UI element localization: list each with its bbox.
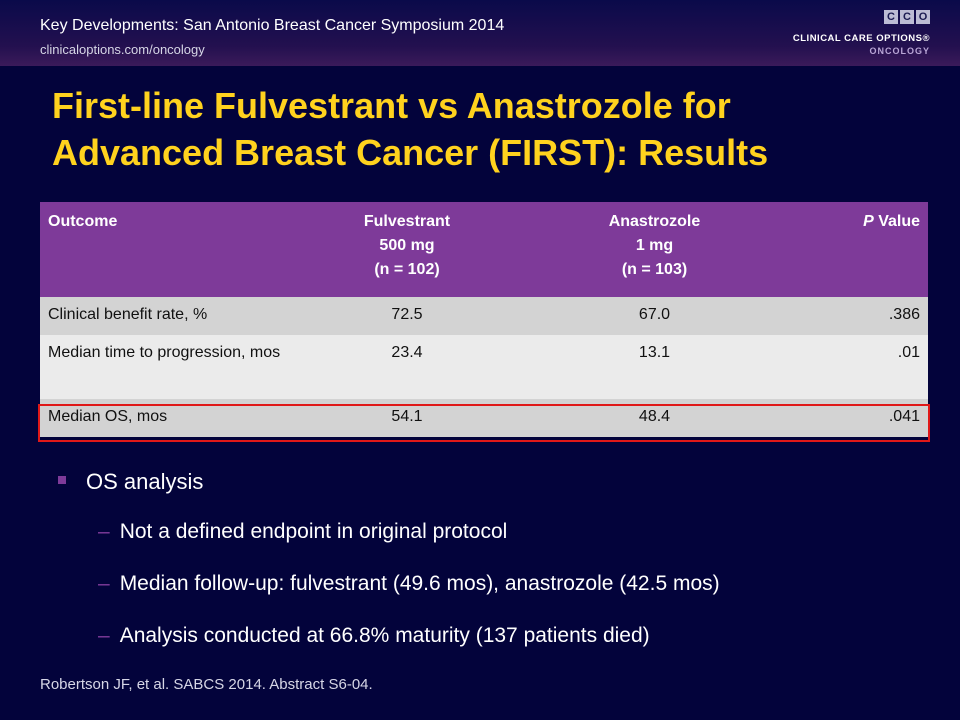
header-fulvestrant-line: 500 mg bbox=[379, 237, 435, 254]
slide-title-line1: First-line Fulvestrant vs Anastrozole fo… bbox=[52, 85, 731, 126]
header-title: Key Developments: San Antonio Breast Can… bbox=[40, 17, 505, 34]
header-fulvestrant-line: Fulvestrant bbox=[363, 213, 451, 230]
cell-anastrozole: 48.4 bbox=[512, 399, 797, 437]
sub-bullet-text: Analysis conducted at 66.8% maturity (13… bbox=[119, 624, 650, 647]
header-band bbox=[0, 0, 960, 66]
header-anastrozole: Anastrozole 1 mg (n = 103) bbox=[512, 202, 797, 297]
cco-logo-letter: O bbox=[916, 10, 930, 24]
header-outcome: Outcome bbox=[40, 202, 302, 297]
cco-logo-letter: C bbox=[900, 10, 914, 24]
table-row: Clinical benefit rate, % 72.5 67.0 .386 bbox=[40, 297, 928, 335]
dash-bullet-icon: – bbox=[98, 624, 110, 647]
table-header-row: Outcome Fulvestrant 500 mg (n = 102) Ana… bbox=[40, 202, 928, 297]
square-bullet-icon bbox=[58, 476, 66, 485]
cell-anastrozole: 13.1 bbox=[512, 335, 797, 399]
cco-logo-boxes: C C O bbox=[884, 10, 930, 24]
cell-p-value: .041 bbox=[797, 399, 928, 437]
dash-bullet-icon: – bbox=[98, 520, 110, 543]
cell-fulvestrant: 23.4 bbox=[302, 335, 512, 399]
sub-bullet-text: Not a defined endpoint in original proto… bbox=[119, 520, 508, 543]
cell-outcome: Median time to progression, mos bbox=[40, 335, 302, 399]
sub-bullet: – Analysis conducted at 66.8% maturity (1… bbox=[98, 624, 650, 648]
header-p-rest: Value bbox=[873, 213, 920, 230]
header-anastrozole-line: 1 mg bbox=[635, 237, 674, 254]
header-url: clinicaloptions.com/oncology bbox=[40, 42, 205, 57]
table-row: Median time to progression, mos 23.4 13.… bbox=[40, 335, 928, 399]
header-anastrozole-line: Anastrozole bbox=[608, 213, 701, 230]
bullet-os-analysis: OS analysis bbox=[58, 469, 203, 495]
cell-outcome: Median OS, mos bbox=[40, 399, 302, 437]
table-row-highlighted: Median OS, mos 54.1 48.4 .041 bbox=[40, 399, 928, 437]
header-fulvestrant-line: (n = 102) bbox=[374, 261, 440, 278]
header-p-value: P Value bbox=[797, 202, 928, 297]
sub-bullet: – Not a defined endpoint in original prot… bbox=[98, 520, 507, 544]
header-fulvestrant: Fulvestrant 500 mg (n = 102) bbox=[302, 202, 512, 297]
cell-anastrozole: 67.0 bbox=[512, 297, 797, 335]
header-p-letter: P bbox=[863, 213, 874, 230]
dash-bullet-icon: – bbox=[98, 572, 110, 595]
bullet-text: OS analysis bbox=[86, 469, 204, 494]
cco-logo-letter: C bbox=[884, 10, 898, 24]
logo-line1: CLINICAL CARE OPTIONS® bbox=[792, 33, 930, 44]
header-anastrozole-line: (n = 103) bbox=[621, 261, 688, 278]
logo-line2: ONCOLOGY bbox=[869, 46, 930, 56]
cell-outcome: Clinical benefit rate, % bbox=[40, 297, 302, 335]
cell-fulvestrant: 72.5 bbox=[302, 297, 512, 335]
slide-title: First-line Fulvestrant vs Anastrozole fo… bbox=[52, 82, 932, 176]
cell-p-value: .386 bbox=[797, 297, 928, 335]
cell-p-value: .01 bbox=[797, 335, 928, 399]
cell-fulvestrant: 54.1 bbox=[302, 399, 512, 437]
sub-bullet: – Median follow-up: fulvestrant (49.6 mos… bbox=[98, 572, 720, 596]
slide-title-line2: Advanced Breast Cancer (FIRST): Results bbox=[52, 132, 769, 173]
cco-logo: C C O CLINICAL CARE OPTIONS® ONCOLOGY bbox=[790, 10, 930, 60]
results-table: Outcome Fulvestrant 500 mg (n = 102) Ana… bbox=[40, 202, 928, 437]
sub-bullet-text: Median follow-up: fulvestrant (49.6 mos)… bbox=[119, 572, 720, 595]
reference-citation: Robertson JF, et al. SABCS 2014. Abstrac… bbox=[40, 676, 373, 693]
